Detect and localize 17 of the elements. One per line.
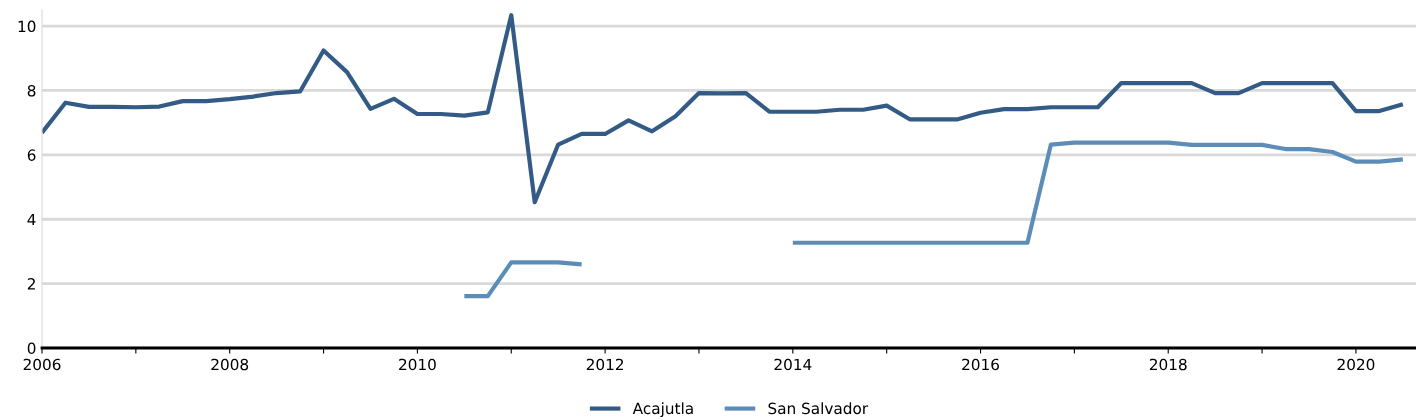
x-tick-label: 2014 bbox=[774, 358, 812, 371]
y-tick-label: 10 bbox=[18, 20, 36, 33]
y-tick-label: 4 bbox=[27, 213, 36, 226]
x-tick-label: 2006 bbox=[23, 358, 61, 371]
line-series bbox=[42, 13, 1405, 205]
x-tick-label: 2010 bbox=[399, 358, 436, 371]
y-tick-label: 2 bbox=[27, 278, 35, 290]
x-tick-label: 2016 bbox=[962, 358, 999, 371]
x-tick-label: 2018 bbox=[1149, 358, 1187, 371]
y-tick-label: 0 bbox=[27, 342, 36, 355]
y-tick-label: 8 bbox=[27, 84, 36, 97]
x-tick-label: 2012 bbox=[586, 358, 624, 371]
x-tick-label: 2008 bbox=[211, 358, 249, 371]
y-tick-label: 6 bbox=[27, 149, 36, 161]
x-tick-label: 2020 bbox=[1337, 358, 1375, 371]
legend-label: San Salvador bbox=[768, 402, 869, 415]
legend-label: Acajutla bbox=[632, 402, 693, 418]
